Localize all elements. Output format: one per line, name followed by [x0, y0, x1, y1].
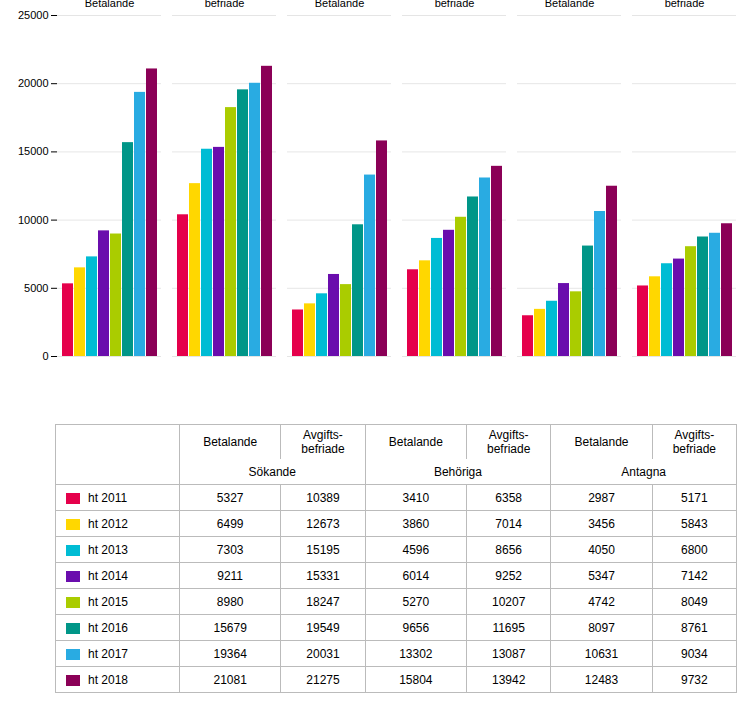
html-text:6499: 6499: [216, 516, 244, 531]
html-text:5171: 5171: [681, 490, 708, 505]
html-text:ht 2012: ht 2012: [88, 516, 128, 531]
html-text:7014: 7014: [495, 516, 522, 531]
svg-text:Avgifts-befriade: Avgifts-befriade: [665, 0, 705, 9]
html-text:ht 2011: ht 2011: [88, 490, 128, 505]
html-text:13087: 13087: [492, 646, 526, 661]
html-text:3860: 3860: [402, 516, 430, 531]
html-text:11695: 11695: [492, 620, 525, 635]
svg-text:20000: 20000: [18, 77, 49, 89]
html-text:Avgifts- befriade: Avgifts- befriade: [487, 428, 531, 456]
html-text:ht 2015: ht 2015: [88, 594, 128, 609]
html-text:Betalande: Betalande: [574, 435, 629, 449]
html-text:19364: 19364: [213, 646, 247, 661]
html-text:Sökande: Sökande: [248, 464, 296, 479]
html-text:Avgifts- befriade: Avgifts- befriade: [672, 428, 716, 456]
svg-text:Betalande: Betalande: [315, 0, 365, 9]
html-text:ht 2014: ht 2014: [88, 568, 128, 583]
svg-text:0: 0: [42, 350, 48, 362]
html-text:5347: 5347: [588, 568, 615, 583]
html-text:5327: 5327: [216, 490, 244, 505]
html-text:18247: 18247: [306, 594, 340, 609]
svg-text:5000: 5000: [24, 282, 48, 294]
html-text:4742: 4742: [588, 594, 615, 609]
svg-text:Avgifts-befriade: Avgifts-befriade: [205, 0, 245, 9]
html-text:10631: 10631: [584, 646, 619, 661]
html-text:4050: 4050: [588, 542, 615, 557]
html-text:Betalande: Betalande: [388, 435, 443, 449]
html-text:ht 2017: ht 2017: [88, 646, 128, 661]
html-text:7142: 7142: [681, 568, 708, 583]
html-text:21275: 21275: [306, 672, 340, 687]
html-text:8049: 8049: [681, 594, 708, 609]
html-text:13302: 13302: [399, 646, 433, 661]
svg-text:25000: 25000: [18, 9, 49, 21]
html-text:15195: 15195: [306, 542, 340, 557]
svg-text:Avgifts-befriade: Avgifts-befriade: [435, 0, 475, 9]
svg-text:Betalande: Betalande: [545, 0, 595, 9]
html-text:ht 2018: ht 2018: [88, 672, 128, 687]
html-text:15331: 15331: [306, 568, 340, 583]
html-text:15804: 15804: [399, 672, 433, 687]
html-text:2987: 2987: [588, 490, 615, 505]
html-text:6358: 6358: [495, 490, 522, 505]
html-text:5843: 5843: [681, 516, 708, 531]
html-text:9211: 9211: [217, 568, 243, 583]
html-text:6800: 6800: [681, 542, 708, 557]
html-text:9732: 9732: [681, 672, 708, 687]
html-text:19549: 19549: [306, 620, 340, 635]
html-text:3456: 3456: [588, 516, 615, 531]
html-text:4596: 4596: [402, 542, 430, 557]
html-text:ht 2016: ht 2016: [88, 620, 128, 635]
html-text:12483: 12483: [584, 672, 619, 687]
html-text:20031: 20031: [306, 646, 340, 661]
html-text:8097: 8097: [588, 620, 615, 635]
html-text:Betalande: Betalande: [203, 435, 258, 449]
html-text:9656: 9656: [402, 620, 430, 635]
html-text:9034: 9034: [681, 646, 708, 661]
html-text:Behöriga: Behöriga: [433, 464, 482, 479]
html-text:ht 2013: ht 2013: [88, 542, 128, 557]
svg-text:10000: 10000: [18, 214, 49, 226]
html-text:3410: 3410: [402, 490, 430, 505]
html-text:5270: 5270: [402, 594, 430, 609]
html-text:10389: 10389: [306, 490, 340, 505]
html-text:8656: 8656: [495, 542, 522, 557]
html-text:Antagna: Antagna: [621, 464, 666, 479]
svg-text:Betalande: Betalande: [85, 0, 135, 9]
html-text:9252: 9252: [495, 568, 522, 583]
html-text:13942: 13942: [492, 672, 526, 687]
svg-text:15000: 15000: [18, 145, 49, 157]
html-text:8761: 8761: [681, 620, 708, 635]
html-text:15679: 15679: [213, 620, 247, 635]
html-text:10207: 10207: [492, 594, 526, 609]
html-text:8980: 8980: [216, 594, 244, 609]
html-text:Avgifts- befriade: Avgifts- befriade: [301, 428, 345, 456]
html-text:21081: 21081: [213, 672, 247, 687]
html-text:12673: 12673: [306, 516, 340, 531]
html-text:6014: 6014: [402, 568, 430, 583]
html-text:7303: 7303: [216, 542, 244, 557]
